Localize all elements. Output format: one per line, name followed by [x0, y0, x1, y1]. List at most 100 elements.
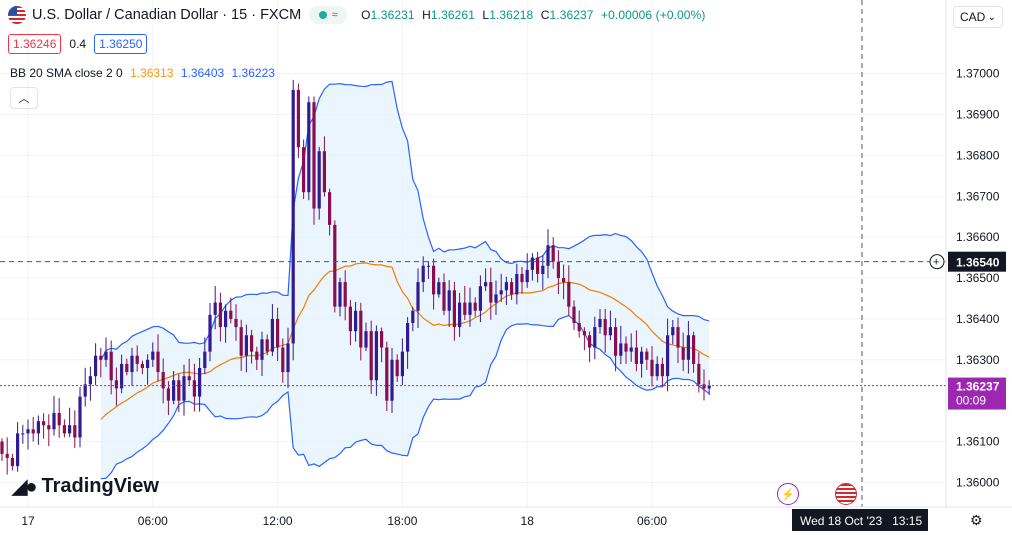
bollinger-band-fill — [100, 81, 710, 479]
candle-body — [645, 351, 649, 360]
tradingview-logo[interactable]: ◢● TradingView — [12, 474, 159, 499]
candle-body — [702, 384, 706, 389]
candle-body — [5, 453, 9, 458]
candle-body — [104, 351, 108, 360]
trade-panel: 1.36246 0.4 1.36250 — [8, 34, 148, 54]
candle-body — [125, 363, 129, 373]
change-value: +0.00006 (+0.00%) — [601, 8, 706, 22]
last-price-label: 1.36237 00:09 — [948, 377, 1006, 410]
candle-body — [369, 331, 373, 381]
candle-body — [10, 457, 14, 467]
countdown-text: 00:09 — [956, 394, 986, 408]
buy-button[interactable]: 1.36250 — [94, 34, 148, 54]
x-tick-label: 18:00 — [387, 514, 417, 528]
candle-body — [31, 429, 35, 434]
candle-body — [395, 359, 399, 377]
candle-body — [447, 290, 451, 311]
candle-body — [541, 265, 545, 274]
market-status-pill[interactable]: ≈ — [309, 6, 348, 24]
candle-body — [572, 306, 576, 324]
candle-body — [494, 294, 498, 303]
candle-body — [458, 302, 462, 328]
candle-body — [442, 282, 446, 311]
candle-body — [608, 327, 612, 336]
candle-body — [385, 347, 389, 401]
candle-body — [380, 331, 384, 348]
price-axis: 1.37000 1.36900 1.36800 1.36700 1.36600 1.365… — [956, 67, 1000, 490]
candle-body — [562, 278, 566, 283]
candle-body — [94, 355, 98, 377]
settings-gear-icon[interactable]: ⚙ — [970, 512, 983, 528]
candle-body — [582, 331, 586, 336]
crosshair-time-label: Wed 18 Oct '23 13:15 — [792, 509, 928, 531]
candle-body — [161, 372, 165, 389]
candle-body — [640, 351, 644, 364]
candle-body — [296, 89, 300, 148]
candle-body — [577, 323, 581, 332]
lightning-event-icon[interactable]: ⚡ — [777, 483, 799, 505]
candle-body — [88, 376, 92, 385]
y-tick-label: 1.36400 — [956, 312, 1000, 326]
candle-body — [551, 245, 555, 262]
chevron-down-icon: ⌄ — [987, 11, 996, 23]
candle-body — [478, 286, 482, 311]
x-tick-label: 12:00 — [263, 514, 293, 528]
candle-body — [619, 343, 623, 356]
x-tick-label: 06:00 — [138, 514, 168, 528]
flag-icon — [8, 6, 26, 24]
candle-body — [359, 310, 363, 348]
candle-body — [588, 335, 592, 348]
candle-body — [156, 351, 160, 373]
candle-body — [166, 388, 170, 401]
candle-body — [390, 359, 394, 401]
legend-header: U.S. Dollar / Canadian Dollar · 15 · FXC… — [0, 0, 709, 30]
indicator-legend[interactable]: BB 20 SMA close 2 0 1.36313 1.36403 1.36… — [10, 66, 275, 80]
candle-body — [411, 310, 415, 324]
us-flag-event-icon[interactable] — [835, 483, 857, 505]
candle-body — [504, 282, 508, 291]
currency-label: CAD — [960, 10, 986, 24]
candle-body — [146, 359, 150, 368]
candle-body — [187, 376, 191, 381]
candle-body — [270, 318, 274, 352]
candle-body — [99, 355, 103, 360]
candle-body — [697, 363, 701, 385]
candle-body — [681, 347, 685, 360]
candle-body — [57, 412, 61, 426]
candle-body — [473, 302, 477, 311]
crosshair-price-label: 1.36540 + — [929, 251, 1006, 272]
candle-body — [333, 224, 337, 307]
candle-body — [707, 385, 711, 389]
currency-select[interactable]: CAD ⌄ — [953, 6, 1003, 28]
candle-body — [109, 351, 113, 381]
y-tick-label: 1.36700 — [956, 189, 1000, 203]
indicator-basis-value: 1.36313 — [130, 66, 174, 80]
candle-body — [16, 433, 20, 467]
crosshair-price-text: 1.36540 — [956, 256, 1000, 270]
candle-body — [437, 282, 441, 295]
candle-body — [218, 302, 222, 328]
y-tick-label: 1.37000 — [956, 67, 1000, 81]
symbol-title[interactable]: U.S. Dollar / Canadian Dollar · 15 · FXC… — [32, 7, 302, 23]
market-status-icon: ≈ — [331, 9, 338, 21]
candle-body — [114, 380, 118, 389]
candle-body — [666, 335, 670, 377]
candle-body — [83, 384, 87, 397]
y-tick-label: 1.36000 — [956, 475, 1000, 489]
candle-body — [62, 425, 66, 434]
x-tick-label: 06:00 — [637, 514, 667, 528]
y-tick-label: 1.36600 — [956, 230, 1000, 244]
candle-body — [203, 351, 207, 368]
candle-body — [520, 273, 524, 283]
collapse-legend-button[interactable]: ︿ — [10, 87, 38, 109]
candle-body — [364, 331, 368, 348]
candle-body — [120, 363, 124, 389]
candle-body — [47, 425, 51, 430]
candle-body — [400, 351, 404, 377]
candle-body — [250, 335, 254, 352]
candle-body — [177, 380, 181, 401]
candle-body — [78, 396, 82, 438]
sell-button[interactable]: 1.36246 — [8, 34, 62, 54]
candle-body — [0, 441, 4, 454]
